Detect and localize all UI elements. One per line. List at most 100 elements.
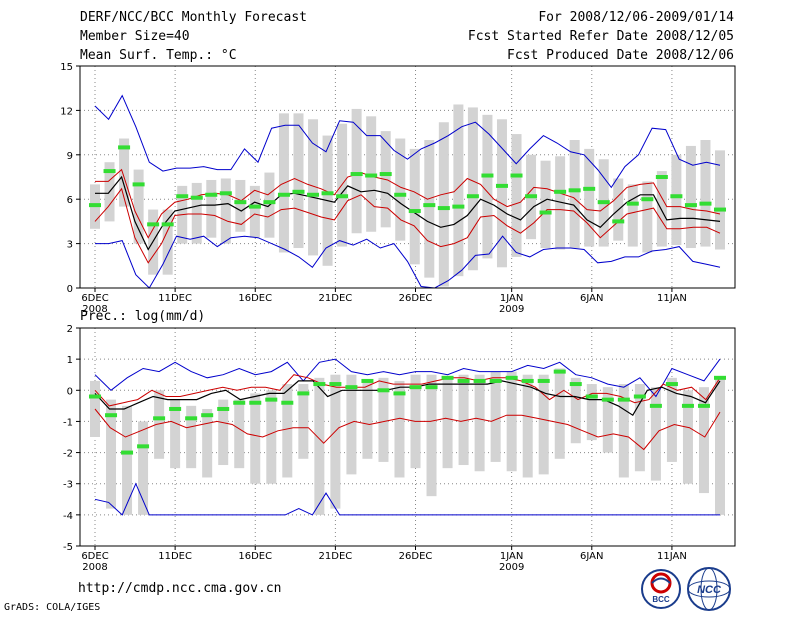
precip-median-marker [649,403,662,408]
temp-panel-title: Mean Surf. Temp.: °C [80,48,237,63]
temp-box [467,107,478,271]
temp-box [700,140,711,247]
temp-median-marker [219,191,232,196]
temp-xtick-label: 6JAN [580,293,603,304]
temp-median-marker [612,219,625,224]
precip-xtick-label: 1JAN [500,551,523,562]
temp-median-marker [466,194,479,199]
temp-median-marker [626,201,639,206]
precip-xtick-label: 26DEC [399,551,433,562]
precip-box [570,377,581,444]
temp-median-marker [277,192,290,197]
precip-xtick-label: 6DEC [81,551,108,562]
temp-box [642,181,653,253]
precip-median-marker [681,403,694,408]
precip-median-marker [393,391,406,396]
temp-box [395,138,406,241]
precip-box [586,384,597,441]
temp-ytick-label: 0 [67,284,73,295]
precip-box [106,399,117,509]
temp-box [133,169,144,244]
temp-median-marker [365,173,378,178]
precip-median-marker [297,391,310,396]
temp-box [206,179,217,238]
temp-xtick-year: 2009 [499,304,524,315]
precip-median-marker [633,394,646,399]
precip-box [122,405,133,515]
precip-box [266,390,277,484]
temp-median-marker [205,192,218,197]
precip-box [554,368,565,459]
bcc-logo-text: BCC [652,595,670,604]
precip-median-marker [313,382,326,387]
temp-median-marker [234,200,247,205]
precip-box [538,374,549,475]
precip-median-marker [137,444,150,449]
grads-credit: GrADS: COLA/IGES [4,602,101,613]
temp-median-marker [641,197,654,202]
temp-xtick-label: 16DEC [238,293,272,304]
precip-median-marker [217,406,230,411]
ncc-logo: NCC [687,567,731,611]
precip-box [250,393,261,484]
temp-box [715,150,725,250]
temp-median-marker [510,173,523,178]
temp-frame [79,65,736,289]
precip-box [458,374,469,466]
precip-median-marker [329,382,342,387]
temp-median-marker [437,206,450,211]
temp-box [627,184,638,247]
precip-box [330,374,341,509]
temp-median-marker [248,204,261,209]
temp-median-marker [307,192,320,197]
temp-median-marker [118,145,131,150]
ncc-logo-text: NCC [697,584,722,596]
precip-median-marker [441,375,454,380]
temp-median-marker [568,188,581,193]
temp-median-marker [132,182,145,187]
precip-panel-title: Prec.: log(mm/d) [80,309,206,324]
precip-line-mean [94,380,721,417]
temp-xtick-label: 6DEC [81,293,108,304]
precip-line-upper [94,374,721,407]
precip-box [634,384,645,472]
precip-median-marker [457,378,470,383]
temp-xtick-label: 1JAN [500,293,523,304]
precip-median-marker [169,406,182,411]
temp-box [569,140,580,249]
temp-box [555,156,566,250]
temp-ytick-label: 3 [67,240,73,251]
temp-box [220,178,231,244]
precip-box [362,380,373,459]
temp-box [584,148,595,247]
precip-ytick-label: -3 [63,480,73,491]
source-url[interactable]: http://cmdp.ncc.cma.gov.cn [78,581,282,596]
temp-box [671,154,682,246]
precip-box [682,390,693,484]
temp-box [409,148,420,265]
precip-box [506,371,517,472]
temp-box [191,182,202,244]
temp-line-max [94,94,721,189]
precip-xtick-label: 21DEC [319,551,353,562]
temp-box [351,108,362,234]
precip-median-marker [153,416,166,421]
temp-median-marker [292,189,305,194]
temp-ytick-label: 6 [67,195,73,206]
precip-median-marker [185,416,198,421]
temp-xtick-year: 2008 [82,304,107,315]
precip-median-marker [489,378,502,383]
temp-median-marker [714,207,726,212]
precip-box [715,377,725,515]
chart-title: DERF/NCC/BCC Monthly Forecast [80,10,307,25]
precip-median-marker [553,369,566,374]
temp-median-marker [481,173,494,178]
precip-ytick-label: 1 [67,355,73,366]
precip-median-marker [601,397,614,402]
temp-ytick-label: 12 [60,106,73,117]
temp-median-marker [408,209,421,214]
precip-xtick-label: 16DEC [238,551,272,562]
temp-median-marker [597,200,610,205]
precip-median-marker [425,385,438,390]
